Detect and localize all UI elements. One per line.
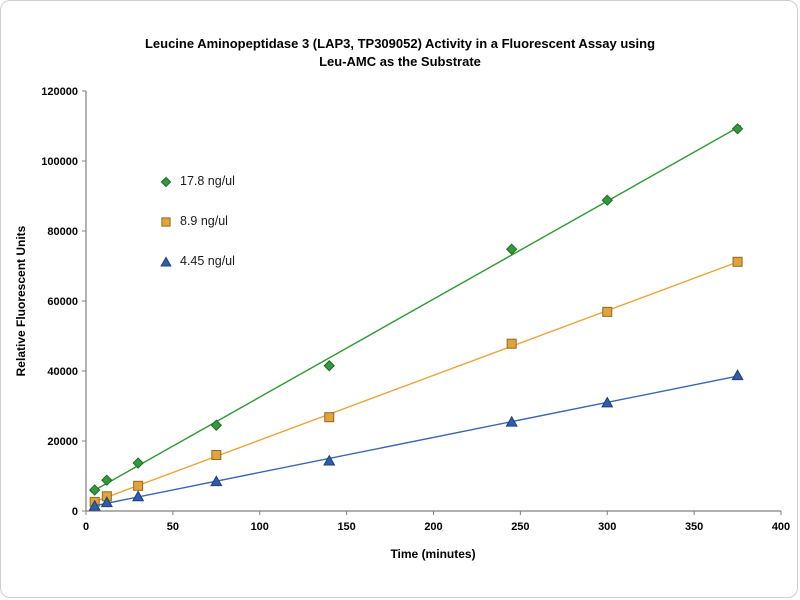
x-axis-tick-label: 400: [772, 521, 790, 533]
x-axis-tick-label: 150: [337, 521, 355, 533]
data-point-square: [732, 256, 743, 267]
data-point-diamond: [132, 457, 144, 469]
y-axis-tick-label: 80000: [47, 226, 78, 238]
data-point-square: [602, 306, 613, 317]
x-axis-tick-label: 50: [167, 521, 179, 533]
x-axis-tick-label: 100: [251, 521, 269, 533]
data-point-triangle: [731, 369, 744, 381]
data-point-triangle: [88, 499, 101, 511]
y-axis-tick-label: 120000: [41, 86, 78, 98]
trendline: [90, 260, 742, 504]
data-point-square: [506, 338, 517, 349]
data-point-diamond: [731, 123, 744, 135]
legend-label-8-9: 8.9 ng/ul: [180, 214, 228, 228]
square-marker-icon: [161, 216, 171, 227]
legend: 17.8 ng/ul 8.9 ng/ul 4.45 ng/ul: [159, 173, 235, 270]
y-axis-title: Relative Fluorescent Units: [14, 225, 28, 376]
data-point-diamond: [505, 243, 518, 255]
x-axis-title: Time (minutes): [390, 547, 475, 561]
data-point-triangle: [323, 454, 336, 466]
data-point-square: [133, 480, 144, 491]
x-axis-tick-label: 200: [424, 521, 442, 533]
data-point-square: [211, 450, 222, 460]
legend-item-8-9: 8.9 ng/ul: [159, 213, 235, 230]
series-4-45-ng-ul: [88, 369, 744, 511]
legend-item-4-45: 4.45 ng/ul: [159, 253, 235, 270]
diamond-marker-icon: [160, 176, 172, 187]
chart-title-line-2: Leu-AMC as the Substrate: [319, 54, 481, 69]
data-point-triangle: [210, 475, 223, 487]
data-point-square: [161, 216, 171, 227]
data-point-triangle: [601, 396, 614, 408]
data-point-triangle: [505, 415, 518, 427]
x-axis-tick-label: 0: [83, 521, 89, 533]
series-8-9-ng-ul: [89, 256, 743, 507]
x-axis-tick-label: 300: [598, 521, 616, 533]
chart-title-line-1: Leucine Aminopeptidase 3 (LAP3, TP309052…: [145, 36, 655, 51]
legend-label-17-8: 17.8 ng/ul: [180, 174, 235, 188]
data-point-diamond: [210, 419, 223, 431]
data-point-triangle: [160, 255, 172, 267]
data-point-triangle: [100, 496, 113, 508]
y-axis-tick-label: 60000: [47, 296, 78, 308]
series-17-8-ng-ul: [88, 123, 744, 496]
data-point-triangle: [132, 490, 145, 502]
trendline: [90, 125, 742, 493]
y-axis-tick-label: 0: [72, 506, 78, 518]
data-point-diamond: [601, 194, 613, 206]
data-point-diamond: [323, 360, 335, 372]
data-point-diamond: [88, 484, 101, 496]
trendline: [91, 374, 742, 508]
x-axis-tick-label: 350: [685, 521, 703, 533]
y-axis-tick-label: 40000: [47, 366, 78, 378]
data-point-diamond: [160, 176, 172, 187]
legend-label-4-45: 4.45 ng/ul: [180, 254, 235, 268]
data-point-square: [324, 412, 335, 423]
x-axis-tick-label: 250: [511, 521, 529, 533]
y-axis-tick-label: 20000: [47, 436, 78, 448]
plot-area: 0 20000 40000 60000 80000 100000 120000 0 50 100 1…: [41, 86, 790, 533]
triangle-marker-icon: [160, 255, 172, 267]
y-axis-tick-label: 100000: [41, 156, 78, 168]
data-point-diamond: [101, 474, 113, 486]
legend-item-17-8: 17.8 ng/ul: [159, 173, 235, 190]
